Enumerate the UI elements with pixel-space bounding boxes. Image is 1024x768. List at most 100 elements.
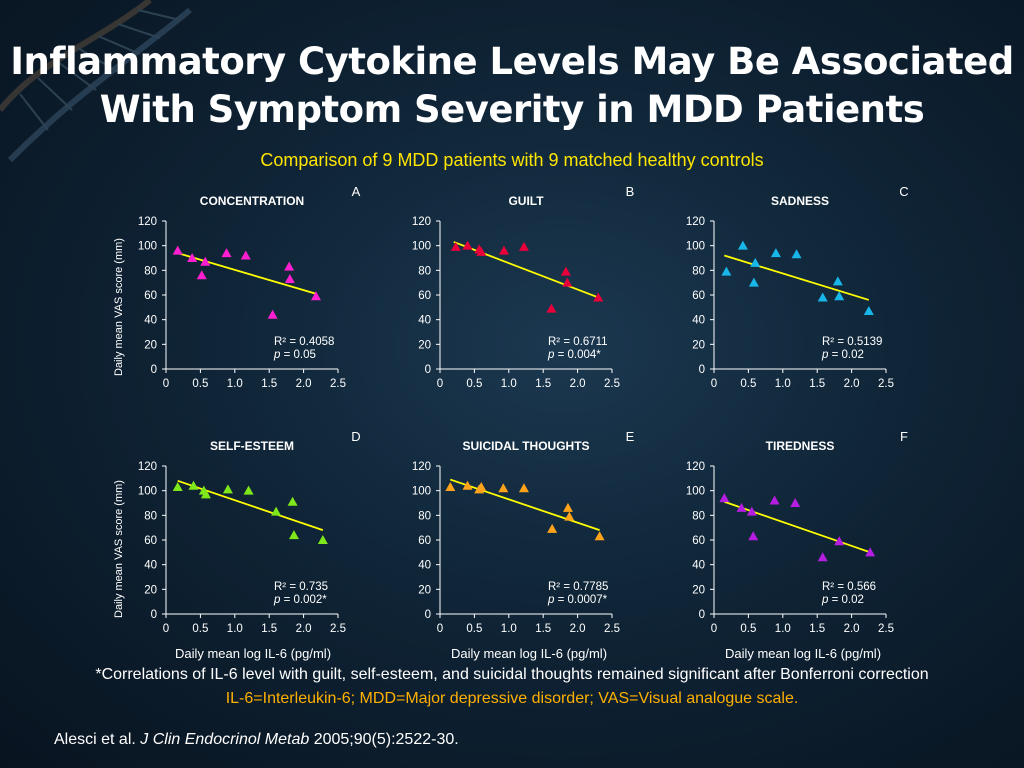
x-tick-label: 2.0 (296, 623, 312, 635)
x-tick-label: 0.5 (740, 623, 756, 635)
r-squared-label: R² = 0.6711 (548, 336, 608, 348)
x-tick-label: 2.5 (604, 623, 620, 635)
y-tick-label: 120 (686, 461, 705, 473)
p-symbol: p (821, 594, 829, 606)
chart-title: CONCENTRATION (200, 194, 304, 208)
data-point (834, 291, 845, 301)
trend-line (724, 254, 870, 301)
data-point (562, 502, 573, 512)
data-point (200, 489, 211, 499)
data-point (450, 241, 461, 251)
data-point (462, 480, 473, 490)
data-point (445, 481, 456, 491)
p-value: = 0.05 (280, 349, 316, 361)
data-point (221, 248, 232, 258)
data-point (560, 266, 571, 276)
x-tick-label: 2.0 (570, 623, 586, 635)
data-point (832, 276, 843, 286)
scatter-chart-self-esteem: SELF-ESTEEM D 0 20 40 60 80 100 120 0 0.5 1.0 1.5 2.0… (138, 429, 361, 635)
x-tick-label: 1.0 (775, 623, 791, 635)
p-value: = 0.02 (828, 594, 864, 606)
data-point (834, 536, 845, 546)
data-point (750, 257, 761, 267)
x-tick-label: 0 (711, 623, 717, 635)
chart-panel-sadness: SADNESS C 0 20 40 60 80 100 120 0 0.5 1.0 1.5 2.0 2.5 R… (658, 182, 928, 412)
y-tick-label: 40 (418, 560, 431, 572)
y-tick-label: 120 (138, 461, 157, 473)
data-point (188, 480, 199, 490)
x-tick-label: 1.5 (809, 623, 825, 635)
data-point (267, 309, 278, 319)
p-symbol: p (547, 349, 555, 361)
x-tick-label: 2.5 (330, 378, 346, 390)
y-tick-label: 60 (144, 290, 157, 302)
x-tick-label: 1.0 (227, 623, 243, 635)
data-point (498, 483, 509, 493)
data-point (288, 530, 299, 540)
data-point (200, 256, 211, 266)
y-tick-label: 100 (686, 486, 705, 498)
data-point (547, 523, 558, 533)
scatter-chart-sadness: SADNESS C 0 20 40 60 80 100 120 0 0.5 1.0 1.5 2.0 2.5 R… (686, 184, 909, 390)
x-tick-label: 0 (437, 378, 443, 390)
x-tick-label: 0 (163, 378, 169, 390)
citation: Alesci et al. J Clin Endocrinol Metab 20… (54, 731, 459, 749)
y-tick-label: 80 (144, 510, 157, 522)
footnote: *Correlations of IL-6 level with guilt, … (95, 666, 929, 683)
data-point (736, 502, 747, 512)
panel-letter: D (351, 429, 360, 444)
x-tick-label: 2.0 (844, 378, 860, 390)
trend-line (724, 500, 871, 554)
abbreviations: IL-6=Interleukin-6; MDD=Major depressive… (225, 690, 799, 707)
scatter-chart-tiredness: TIREDNESS F 0 20 40 60 80 100 120 0 0.5 1.0 1.5 2.0 2.… (686, 429, 908, 635)
x-tick-label: 2.0 (570, 378, 586, 390)
x-tick-label: 0 (437, 623, 443, 635)
x-tick-label: 0.5 (740, 378, 756, 390)
data-point (518, 241, 529, 251)
r-squared-label: R² = 0.5139 (822, 336, 882, 348)
p-value-label: p = 0.0007* (547, 594, 608, 606)
y-tick-label: 60 (144, 535, 157, 547)
p-value-label: p = 0.004* (547, 349, 601, 361)
data-point (476, 246, 487, 256)
data-point (196, 270, 207, 280)
panel-letter: E (626, 429, 635, 444)
y-tick-label: 20 (692, 584, 705, 596)
data-point (287, 496, 298, 506)
p-value-label: p = 0.02 (821, 349, 864, 361)
y-tick-label: 100 (138, 241, 157, 253)
data-point (721, 266, 732, 276)
y-tick-label: 100 (686, 241, 705, 253)
data-point (271, 506, 282, 516)
x-tick-label: 0 (163, 623, 169, 635)
x-tick-label: 2.5 (330, 623, 346, 635)
p-symbol: p (273, 349, 281, 361)
x-axis-label-d: Daily mean log IL-6 (pg/ml) (174, 646, 332, 661)
chart-panel-self-esteem: SELF-ESTEEM D 0 20 40 60 80 100 120 0 0.5 1.0 1.5 2.0… (110, 427, 380, 657)
data-point (790, 498, 801, 507)
slide-subtitle: Comparison of 9 MDD patients with 9 matc… (260, 150, 764, 170)
x-axis-label-f: Daily mean log IL-6 (pg/ml) (724, 646, 882, 661)
citation-rest: 2005;90(5):2522-30. (313, 731, 459, 748)
r-squared-label: R² = 0.4058 (274, 336, 334, 348)
data-point (546, 303, 557, 313)
y-tick-label: 40 (692, 560, 705, 572)
y-tick-label: 20 (692, 339, 705, 351)
x-tick-label: 0.5 (192, 378, 208, 390)
data-point (594, 531, 605, 541)
r-squared-label: R² = 0.566 (822, 581, 876, 593)
panel-letter: A (352, 184, 361, 199)
dna-helix-decoration (0, 0, 192, 163)
y-tick-label: 60 (418, 290, 431, 302)
x-tick-label: 2.0 (296, 378, 312, 390)
x-tick-label: 2.5 (878, 623, 894, 635)
r-squared-label: R² = 0.735 (274, 581, 328, 593)
title-line-1: Inflammatory Cytokine Levels May Be Asso… (10, 40, 1014, 83)
y-axis-label-top: Daily mean VAS score (mm) (113, 238, 125, 376)
scatter-chart-suicidal-thoughts: SUICIDAL THOUGHTS E 0 20 40 60 80 100 120 0 0.5 1.0… (412, 429, 635, 635)
data-point (317, 535, 328, 544)
y-tick-label: 0 (151, 609, 157, 621)
scatter-chart-concentration: CONCENTRATION A 0 20 40 60 80 100 120 0 0.5 1.0 1.5 2… (138, 184, 361, 390)
slide-title: Inflammatory Cytokine Levels May Be Asso… (0, 38, 1024, 134)
r-squared-label: R² = 0.7785 (548, 581, 608, 593)
